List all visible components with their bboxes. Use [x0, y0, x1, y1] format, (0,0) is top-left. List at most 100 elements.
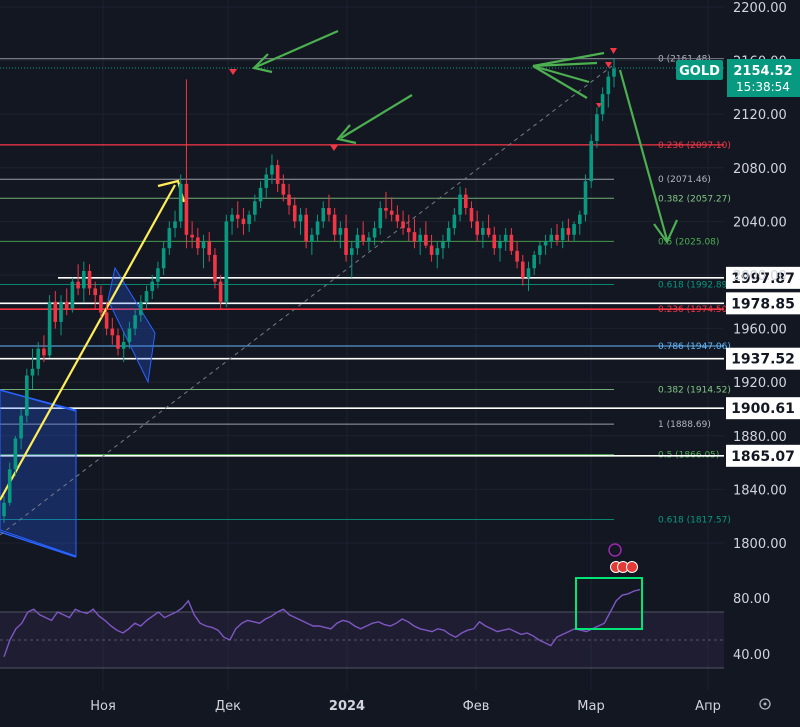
candle-body [76, 281, 80, 289]
candle-body [435, 248, 440, 255]
settings-icon[interactable] [759, 698, 771, 710]
green-arrow [255, 29, 339, 69]
y-tick-label: 1800.00 [733, 537, 787, 552]
candle-body [110, 328, 115, 336]
candle-countdown: 15:38:54 [736, 80, 790, 94]
candle-body [292, 205, 297, 222]
price-level-badge [726, 444, 800, 467]
green-arrowhead [653, 219, 679, 245]
y-tick-label: 1960.00 [733, 323, 787, 338]
candle-body [190, 234, 194, 238]
candle-body [463, 194, 468, 208]
candle-body [595, 114, 599, 141]
candle-body [258, 187, 263, 202]
candle-body [53, 301, 58, 322]
fib-level-label: 0.382 (1914.52) [658, 386, 731, 396]
fib-level-label: 0 (2071.46) [658, 175, 711, 185]
candle-body [401, 221, 405, 229]
candle-body [178, 183, 183, 222]
candle-body [59, 301, 63, 322]
candle-body [503, 234, 508, 242]
candle-body [327, 208, 331, 215]
candle-body [281, 183, 286, 195]
price-level-lines: 1997.87 1978.85 1937.52 1900.61 1865.07 [0, 266, 800, 467]
red-marker [596, 103, 602, 108]
y-tick-label: 2000.00 [733, 269, 787, 284]
candle-body [321, 208, 326, 222]
candle-body [275, 165, 280, 184]
green-arrow [340, 94, 413, 139]
drawing-tools [0, 29, 679, 573]
candle-body [121, 342, 126, 349]
price-level-label: 1900.61 [731, 401, 795, 417]
fibonacci-levels: 0 (2161.48) 0.236 (2097.10) 0 (2071.46) 0.3… [0, 55, 731, 525]
candle-body [543, 241, 548, 246]
candle-body [270, 165, 274, 175]
green-arrow [532, 64, 590, 84]
green-arrow [532, 51, 605, 68]
fib-level-label: 0.382 (2057.27) [658, 194, 731, 204]
candle-body [224, 221, 229, 302]
candles [2, 57, 616, 523]
fib-level-label: 0.618 (1992.89) [658, 281, 731, 291]
candle-body [406, 228, 411, 233]
candle-body [116, 335, 120, 349]
candle-body [218, 281, 223, 302]
candle-body [338, 228, 343, 235]
candle-body [469, 208, 474, 222]
last-price: 2154.52 [733, 64, 792, 79]
price-level-label: 1997.87 [731, 271, 795, 287]
x-tick-label: Мар [577, 699, 604, 714]
channel-line [0, 389, 77, 412]
settings-icon-center [763, 702, 767, 706]
candle-body [230, 214, 234, 222]
candle-body [161, 248, 166, 269]
price-level-badge [726, 266, 800, 289]
candle-body [25, 375, 29, 416]
candle-body [583, 181, 588, 215]
x-tick-label: Фев [463, 699, 490, 714]
candle-body [549, 234, 554, 242]
candle-body [82, 270, 86, 289]
channel-line [0, 531, 77, 558]
candle-body [19, 415, 23, 439]
candle-body [566, 228, 571, 235]
candle-body [458, 194, 462, 215]
candle-body [475, 221, 479, 235]
candle-body [156, 268, 160, 282]
candle-body [612, 68, 616, 77]
fib-level-label: 0.236 (2097.10) [658, 141, 731, 151]
candle-body [384, 208, 388, 211]
candle-body [139, 301, 143, 316]
candle-body [144, 291, 149, 302]
candle-body [509, 234, 514, 251]
candle-body [395, 214, 400, 222]
y-tick-label: 2080.00 [733, 162, 787, 177]
price-level-badge [726, 292, 800, 315]
x-tick-label: 2024 [329, 699, 365, 714]
red-marker [605, 62, 612, 68]
price-level-badge [726, 397, 800, 420]
candle-body [241, 218, 246, 225]
price-level-badge [726, 347, 800, 370]
fib-level-label: 0.618 (1817.57) [658, 515, 731, 525]
last-price-badge [727, 59, 800, 97]
candle-body [486, 228, 491, 235]
candle-body [247, 214, 251, 225]
candle-body [372, 228, 377, 238]
candle-body [515, 250, 519, 262]
us-flag-event-icon[interactable] [626, 561, 638, 573]
candle-body [349, 248, 354, 255]
candle-body [429, 245, 434, 255]
candle-body [99, 295, 103, 313]
candle-body [315, 221, 320, 235]
lightning-event-icon[interactable] [608, 543, 622, 557]
candle-body [526, 268, 531, 278]
candle-body [13, 438, 18, 470]
candle-body [555, 234, 559, 241]
candle-body [196, 237, 200, 249]
candle-body [344, 228, 348, 255]
axes: 2200.002160.002120.002080.002040.002000.… [90, 1, 787, 714]
candle-body [361, 234, 365, 242]
